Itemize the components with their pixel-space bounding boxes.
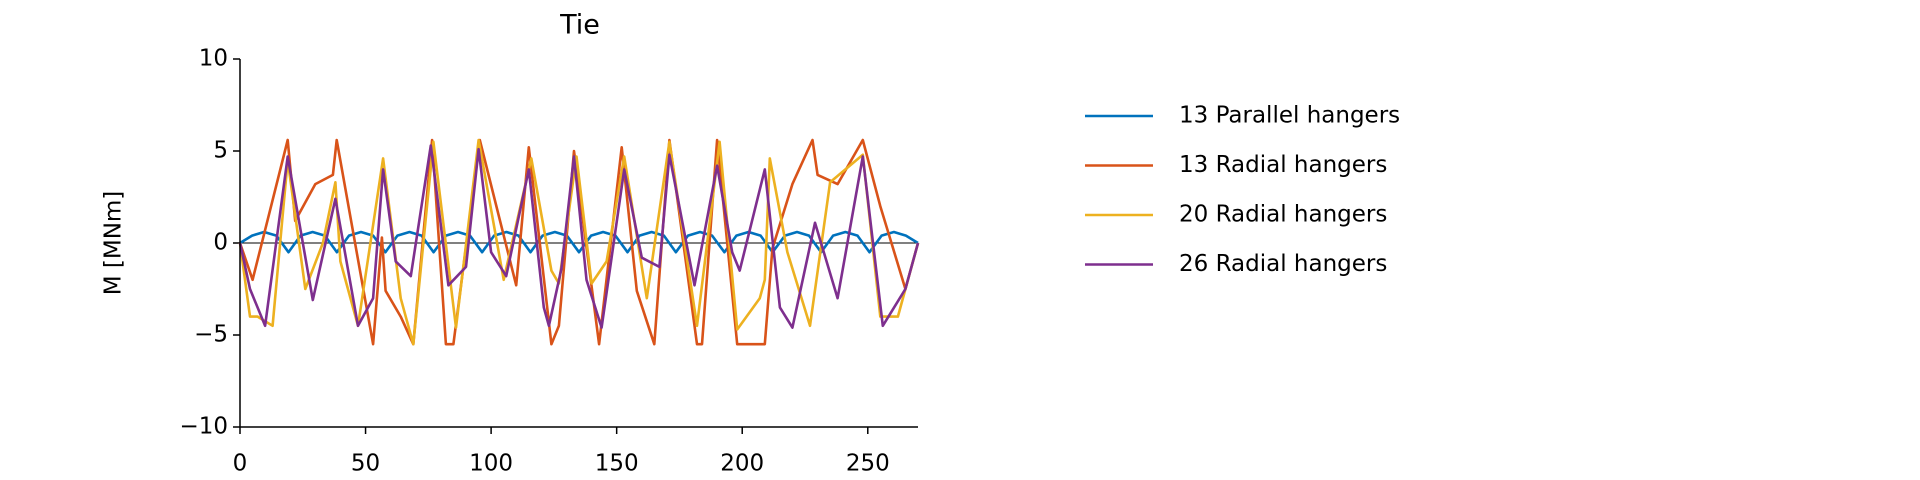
series-line	[238, 144, 920, 329]
x-tick-label: 50	[351, 451, 380, 477]
y-tick-label: −10	[179, 414, 228, 440]
x-tick-label: 0	[233, 451, 248, 477]
y-tick-label: 5	[213, 138, 228, 164]
legend-label: 20 Radial hangers	[1179, 202, 1387, 228]
legend-label: 13 Radial hangers	[1179, 152, 1387, 178]
x-tick-label: 100	[469, 451, 513, 477]
x-tick-label: 200	[720, 451, 764, 477]
y-axis-label: M [MNm]	[101, 191, 127, 296]
legend-label: 13 Parallel hangers	[1179, 103, 1400, 129]
y-tick-label: 0	[213, 230, 228, 256]
x-tick-label: 250	[846, 451, 890, 477]
x-tick-label: 150	[595, 451, 639, 477]
y-tick-label: 10	[199, 46, 228, 72]
legend-label: 26 Radial hangers	[1179, 251, 1387, 277]
y-tick-label: −5	[194, 322, 228, 348]
chart-title: Tie	[559, 10, 600, 41]
